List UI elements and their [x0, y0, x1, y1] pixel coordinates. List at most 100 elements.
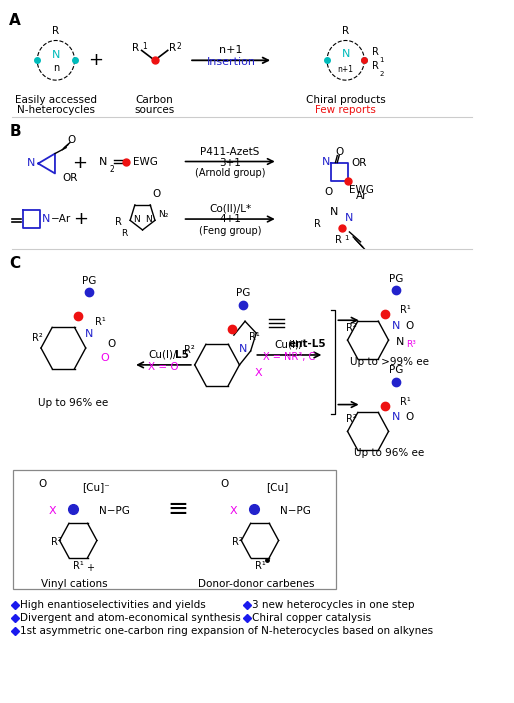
Text: PG: PG [82, 276, 97, 285]
Text: N: N [42, 214, 50, 224]
Text: Co(II)/L*: Co(II)/L* [209, 203, 251, 213]
Text: N: N [99, 157, 107, 167]
Text: O: O [221, 479, 229, 489]
Text: Donor-donor carbenes: Donor-donor carbenes [198, 579, 315, 589]
Text: X: X [230, 505, 237, 516]
Text: O: O [100, 353, 109, 363]
Text: 1st asymmetric one-carbon ring expansion of N-heterocycles based on alkynes: 1st asymmetric one-carbon ring expansion… [21, 626, 434, 636]
Text: R²: R² [50, 538, 61, 548]
Text: R: R [335, 235, 342, 245]
Text: Up to 96% ee: Up to 96% ee [38, 398, 108, 408]
Text: EWG: EWG [350, 186, 374, 195]
Text: R¹: R¹ [254, 561, 265, 572]
Text: N₂: N₂ [158, 209, 168, 219]
Text: Easily accessed: Easily accessed [15, 95, 97, 105]
Text: OR: OR [351, 158, 366, 169]
Text: R: R [121, 229, 127, 238]
Text: R: R [133, 44, 140, 53]
Text: O: O [152, 189, 161, 199]
Text: [Cu]⁻: [Cu]⁻ [82, 482, 110, 492]
Text: R¹: R¹ [400, 396, 411, 406]
Text: sources: sources [135, 105, 175, 115]
Text: R³: R³ [406, 340, 416, 349]
Text: N: N [392, 321, 400, 331]
Text: (Arnold group): (Arnold group) [195, 169, 265, 179]
Text: R²: R² [184, 345, 194, 355]
Text: N−PG: N−PG [281, 505, 311, 516]
Text: n: n [53, 63, 59, 73]
Text: N: N [345, 213, 354, 223]
Text: N: N [134, 214, 140, 224]
Text: R¹: R¹ [73, 561, 84, 572]
Text: O: O [325, 187, 333, 198]
Text: R²: R² [232, 538, 243, 548]
Text: N: N [321, 157, 330, 167]
Text: [Cu]: [Cu] [267, 482, 289, 492]
Text: PG: PG [389, 365, 403, 375]
Text: +: + [88, 51, 103, 70]
Text: OR: OR [62, 174, 78, 183]
Text: R: R [372, 61, 379, 71]
Text: Insertion: Insertion [207, 58, 255, 67]
Text: X = O: X = O [148, 362, 178, 372]
Text: 4+1: 4+1 [219, 214, 241, 224]
Text: +: + [74, 210, 88, 228]
Text: Ar: Ar [356, 191, 368, 201]
Text: R: R [372, 47, 379, 58]
Text: X: X [48, 505, 56, 516]
Text: N: N [27, 158, 35, 169]
Text: R¹: R¹ [249, 332, 260, 342]
Text: Carbon: Carbon [136, 95, 174, 105]
Text: N: N [341, 49, 350, 59]
Text: 1: 1 [379, 58, 384, 63]
Text: n+1: n+1 [338, 65, 354, 74]
Text: O: O [335, 147, 343, 157]
Text: O: O [107, 339, 116, 349]
Text: R²: R² [346, 323, 357, 333]
Text: Cu(I)/: Cu(I)/ [274, 339, 303, 349]
Text: ent-L5: ent-L5 [289, 339, 326, 349]
Text: P411-AzetS: P411-AzetS [200, 147, 260, 157]
FancyBboxPatch shape [13, 470, 336, 589]
Text: N: N [145, 214, 152, 224]
Text: N: N [85, 329, 94, 339]
Text: 2: 2 [176, 42, 181, 51]
Text: R: R [52, 25, 60, 36]
Text: O: O [405, 321, 413, 331]
Text: R: R [314, 219, 321, 229]
Text: R¹: R¹ [400, 305, 411, 316]
Text: C: C [9, 256, 21, 271]
Text: X = NR³, C: X = NR³, C [263, 352, 315, 362]
Text: N: N [329, 207, 338, 217]
Text: −Ar: −Ar [51, 214, 71, 224]
Text: N: N [396, 337, 404, 347]
Text: R: R [342, 25, 349, 36]
Text: ≡: ≡ [168, 497, 189, 521]
Text: N−PG: N−PG [99, 505, 130, 516]
Text: 3 new heterocycles in one step: 3 new heterocycles in one step [252, 600, 415, 610]
Text: Vinyl cations: Vinyl cations [41, 579, 108, 589]
Text: R²: R² [32, 333, 43, 343]
Text: N: N [52, 51, 60, 60]
Text: N: N [239, 344, 247, 354]
Text: n+1: n+1 [219, 46, 243, 56]
Text: O: O [405, 413, 413, 423]
Text: N-heterocycles: N-heterocycles [17, 105, 95, 115]
Text: 2: 2 [379, 71, 383, 77]
Text: (Feng group): (Feng group) [199, 226, 262, 236]
Text: 3+1: 3+1 [219, 157, 241, 167]
Text: Up to 96% ee: Up to 96% ee [354, 449, 425, 458]
Text: PG: PG [236, 288, 250, 299]
Text: PG: PG [389, 273, 403, 283]
Text: B: B [9, 124, 21, 138]
Text: A: A [9, 13, 21, 27]
Text: Divergent and atom-economical synthesis: Divergent and atom-economical synthesis [21, 613, 241, 623]
Text: O: O [68, 135, 76, 145]
Text: 2: 2 [110, 165, 115, 174]
Text: 1: 1 [344, 235, 348, 241]
Text: +: + [86, 563, 94, 574]
Text: R: R [115, 217, 122, 227]
Text: Up to >99% ee: Up to >99% ee [350, 357, 429, 367]
Text: O: O [39, 479, 47, 489]
Text: 1: 1 [142, 42, 148, 51]
